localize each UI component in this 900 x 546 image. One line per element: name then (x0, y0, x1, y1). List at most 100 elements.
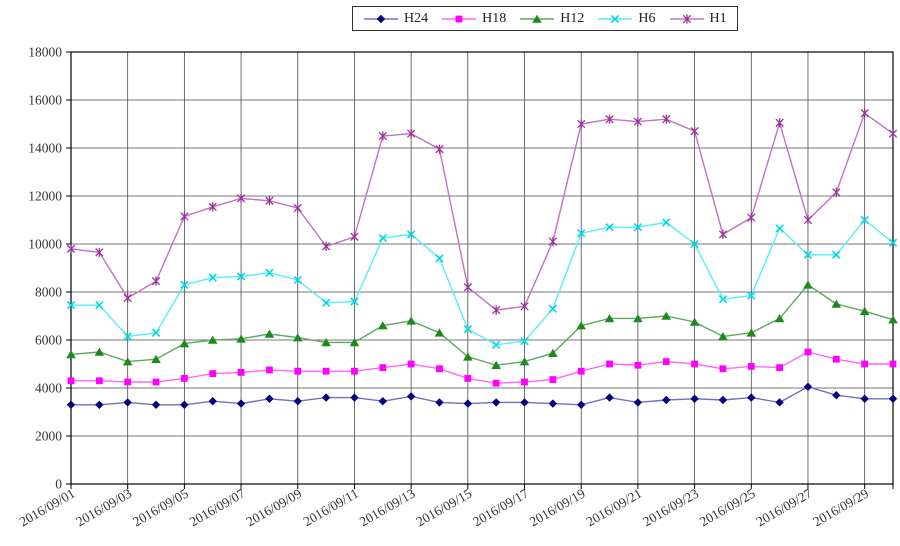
diamond-marker (803, 382, 813, 391)
x-marker (888, 238, 898, 247)
square-marker (577, 367, 585, 375)
x-tick-label: 2016/09/09 (243, 485, 304, 529)
y-tick-label: 2000 (35, 429, 62, 444)
legend-marker-square-icon (442, 15, 477, 22)
square-marker (776, 364, 784, 371)
x-tick-label: 2016/09/27 (754, 485, 815, 529)
square-marker (861, 360, 869, 368)
series-line-H18 (71, 351, 893, 384)
square-marker (379, 364, 387, 371)
asterisk-marker (236, 193, 246, 203)
diamond-marker (406, 392, 416, 401)
x-marker (718, 295, 728, 304)
x-marker (208, 273, 217, 282)
y-tick-label: 10000 (28, 237, 62, 252)
x-marker (321, 298, 331, 307)
square-marker (436, 365, 443, 373)
series-line-H6 (71, 219, 894, 346)
x-marker (775, 224, 784, 233)
diamond-marker (123, 398, 132, 407)
square-marker (464, 375, 472, 382)
diamond-marker (350, 393, 359, 402)
triangle-marker (604, 314, 615, 323)
diamond-marker (180, 400, 189, 409)
triangle-marker (377, 321, 388, 330)
y-tick-label: 6000 (35, 333, 62, 348)
square-marker (804, 348, 812, 356)
square-marker (237, 369, 245, 376)
y-tick-label: 4000 (35, 381, 62, 396)
y-tick-label: 12000 (28, 189, 62, 204)
asterisk-marker (378, 131, 387, 141)
legend-label: H24 (404, 10, 429, 26)
triangle-marker (264, 329, 275, 338)
series-line-H12 (70, 283, 894, 366)
diamond-marker (633, 398, 643, 407)
x-marker (492, 340, 501, 349)
legend: H24 H18 H12 H6 H1 (352, 6, 738, 31)
series-markers-H18 (67, 348, 897, 387)
x-marker (747, 291, 756, 300)
legend-label: H1 (709, 10, 727, 26)
x-tick-label: 2016/09/29 (810, 485, 871, 529)
x-tick-label: 2016/09/01 (17, 486, 78, 530)
x-marker (832, 250, 841, 259)
diamond-marker (376, 14, 386, 23)
diamond-marker (95, 400, 104, 409)
x-marker (293, 275, 302, 285)
x-tick-label: 2016/09/13 (357, 485, 418, 529)
asterisk-marker (860, 108, 869, 118)
x-tick-label: 2016/09/23 (640, 485, 701, 529)
diamond-marker (520, 398, 529, 407)
legend-marker-asterisk-icon (669, 13, 704, 24)
square-marker (152, 378, 160, 386)
square-marker (294, 367, 302, 375)
square-marker (407, 360, 415, 368)
triangle-marker (519, 357, 530, 366)
diamond-marker (236, 399, 246, 408)
legend-label: H18 (482, 10, 507, 26)
asterisk-marker (151, 276, 161, 286)
diamond-marker (151, 400, 161, 409)
asterisk-marker (690, 126, 699, 136)
triangle-marker (434, 328, 445, 337)
diamond-marker (775, 398, 784, 407)
asterisk-marker (633, 117, 643, 127)
legend-marker-x-icon (598, 14, 633, 23)
triangle-marker (774, 314, 785, 323)
triangle-marker (207, 335, 218, 344)
series-markers-H24 (66, 382, 898, 409)
diamond-marker (321, 393, 331, 402)
asterisk-marker (548, 237, 558, 247)
asterisk-marker (265, 196, 274, 206)
square-marker (549, 376, 557, 383)
square-marker (351, 367, 358, 375)
x-marker (611, 14, 620, 23)
square-marker (747, 363, 755, 370)
diamond-marker (605, 393, 614, 402)
diamond-marker (718, 395, 728, 405)
asterisk-marker (662, 114, 671, 124)
x-marker (633, 223, 643, 232)
diamond-marker (293, 397, 302, 406)
asterisk-marker (718, 229, 728, 239)
square-marker (266, 366, 273, 374)
asterisk-marker (605, 114, 614, 124)
x-marker (463, 325, 472, 334)
x-marker (123, 332, 132, 341)
triangle-marker (179, 339, 190, 348)
triangle-marker (548, 348, 558, 357)
legend-label: H12 (560, 10, 585, 26)
x-tick-label: 2016/09/17 (470, 485, 531, 529)
triangle-marker (349, 338, 360, 347)
x-tick-label: 2016/09/19 (527, 485, 588, 529)
x-marker (95, 301, 104, 310)
square-marker (209, 370, 217, 377)
diamond-marker (860, 394, 869, 403)
legend-marker-diamond-icon (364, 14, 398, 23)
triangle-marker (66, 350, 76, 359)
triangle-marker (746, 328, 757, 337)
diamond-marker (690, 394, 699, 403)
asterisk-marker (435, 144, 444, 154)
asterisk-marker (775, 118, 784, 128)
